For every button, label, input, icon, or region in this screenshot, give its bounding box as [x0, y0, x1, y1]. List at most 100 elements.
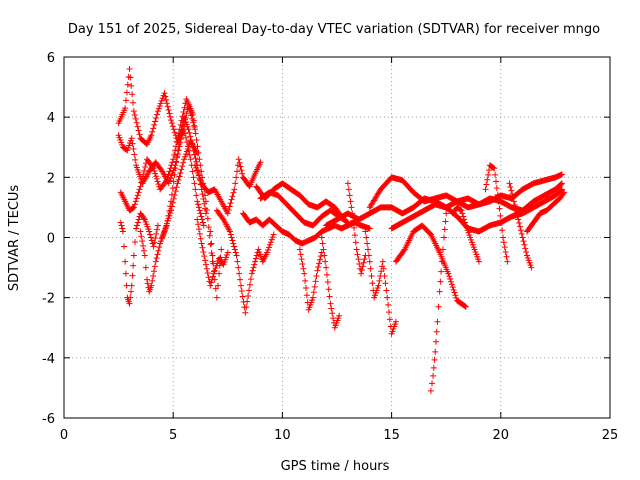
data-point — [458, 207, 465, 214]
data-point — [509, 191, 516, 198]
data-point — [123, 89, 130, 96]
data-point — [199, 244, 206, 251]
data-point — [369, 280, 376, 287]
data-point — [230, 189, 237, 196]
data-point — [449, 284, 456, 291]
data-point — [193, 192, 200, 199]
data-point — [364, 240, 371, 247]
data-point — [434, 318, 441, 325]
data-point — [324, 279, 331, 286]
data-point — [515, 216, 522, 223]
data-point — [172, 165, 179, 172]
data-point — [127, 288, 134, 295]
data-point — [191, 122, 198, 129]
data-point — [154, 108, 161, 115]
y-tick-label: 4 — [47, 111, 55, 126]
data-point — [351, 232, 358, 239]
data-point — [510, 198, 517, 205]
data-point — [130, 108, 137, 115]
data-point — [178, 166, 185, 173]
data-point — [196, 156, 203, 163]
data-point — [189, 144, 196, 151]
data-point — [484, 176, 491, 183]
data-point — [228, 234, 235, 241]
data-point — [134, 123, 141, 130]
data-point — [522, 245, 529, 252]
x-tick-label: 10 — [274, 428, 291, 443]
data-point — [154, 178, 161, 185]
data-point — [475, 258, 482, 265]
data-point — [198, 240, 205, 247]
data-point — [152, 170, 159, 177]
series-track-15 — [318, 234, 343, 331]
data-point — [327, 300, 334, 307]
data-point — [173, 159, 180, 166]
data-point — [451, 289, 458, 296]
data-point — [141, 252, 148, 259]
data-point — [164, 103, 171, 110]
data-point — [148, 282, 155, 289]
data-point — [142, 264, 149, 271]
data-point — [511, 202, 518, 209]
data-point — [117, 219, 124, 226]
data-point — [207, 228, 214, 235]
data-point — [154, 222, 161, 229]
data-point — [436, 288, 443, 295]
data-point — [189, 111, 196, 118]
data-point — [236, 270, 243, 277]
data-point — [134, 219, 141, 226]
data-point — [131, 151, 138, 158]
data-point — [139, 238, 146, 245]
data-point — [216, 262, 223, 269]
data-point — [166, 168, 173, 175]
data-point — [128, 282, 135, 289]
data-point — [185, 126, 192, 133]
data-point — [502, 248, 509, 255]
data-point — [483, 181, 490, 188]
data-point — [163, 222, 170, 229]
data-point — [516, 220, 523, 227]
data-point — [214, 282, 221, 289]
data-point — [129, 91, 136, 98]
data-point — [232, 249, 239, 256]
data-point — [345, 186, 352, 193]
data-point — [301, 270, 308, 277]
data-point — [344, 180, 351, 187]
data-point — [150, 273, 157, 280]
data-point — [118, 222, 125, 229]
data-point — [169, 123, 176, 130]
data-point — [344, 219, 351, 226]
data-point — [201, 200, 208, 207]
data-point — [495, 198, 502, 205]
data-point — [243, 304, 250, 311]
data-point — [507, 183, 514, 190]
data-point — [442, 218, 449, 225]
data-point — [126, 300, 133, 307]
data-point — [180, 109, 187, 116]
data-point — [329, 310, 336, 317]
data-point — [196, 230, 203, 237]
data-point — [435, 303, 442, 310]
data-point — [358, 266, 365, 273]
data-point — [367, 265, 374, 272]
data-point — [517, 227, 524, 234]
data-point — [365, 252, 372, 259]
data-point — [226, 203, 233, 210]
data-point — [202, 210, 209, 217]
series-track-23 — [449, 204, 482, 265]
data-point — [203, 265, 210, 272]
data-point — [194, 150, 201, 157]
data-point — [499, 234, 506, 241]
data-point — [194, 216, 201, 223]
data-point — [191, 124, 198, 131]
data-point — [558, 186, 565, 193]
data-point — [206, 232, 213, 239]
data-point — [186, 129, 193, 136]
data-point — [171, 129, 178, 136]
data-point — [561, 189, 568, 196]
data-point — [184, 145, 191, 152]
data-point — [133, 119, 140, 126]
data-point — [492, 178, 499, 185]
series-track-18 — [323, 171, 565, 229]
